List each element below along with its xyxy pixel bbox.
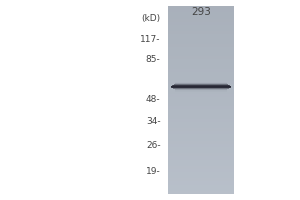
Bar: [168, 169, 234, 172]
Bar: [168, 37, 234, 40]
Bar: [168, 119, 234, 122]
Bar: [174, 84, 228, 85]
Bar: [168, 172, 234, 175]
Bar: [172, 85, 230, 86]
Bar: [168, 128, 234, 131]
Bar: [168, 144, 234, 147]
Bar: [168, 65, 234, 69]
Bar: [168, 191, 234, 194]
Bar: [171, 86, 231, 87]
Bar: [168, 53, 234, 56]
Text: 117-: 117-: [140, 36, 160, 45]
Bar: [168, 87, 234, 91]
Bar: [168, 12, 234, 15]
Bar: [168, 43, 234, 47]
Bar: [168, 103, 234, 106]
Bar: [168, 122, 234, 125]
Bar: [168, 28, 234, 31]
Bar: [168, 78, 234, 81]
Bar: [168, 75, 234, 78]
Bar: [168, 153, 234, 156]
Bar: [168, 162, 234, 166]
Bar: [168, 47, 234, 50]
Bar: [168, 72, 234, 75]
Bar: [168, 18, 234, 22]
Bar: [168, 150, 234, 153]
Bar: [168, 15, 234, 19]
Bar: [174, 84, 228, 85]
Bar: [175, 83, 227, 84]
Text: 48-: 48-: [146, 96, 160, 104]
Bar: [175, 90, 227, 91]
Bar: [168, 21, 234, 25]
Bar: [176, 91, 226, 92]
Bar: [168, 34, 234, 37]
Bar: [168, 166, 234, 169]
Bar: [168, 9, 234, 12]
Bar: [168, 109, 234, 113]
Text: (kD): (kD): [141, 14, 160, 22]
Bar: [171, 86, 231, 87]
Bar: [168, 81, 234, 84]
Bar: [168, 184, 234, 188]
Bar: [168, 141, 234, 144]
Bar: [168, 94, 234, 97]
Bar: [168, 59, 234, 62]
Bar: [175, 83, 227, 84]
Text: 26-: 26-: [146, 142, 160, 150]
Bar: [168, 147, 234, 150]
Bar: [168, 100, 234, 103]
Bar: [168, 112, 234, 116]
Bar: [168, 181, 234, 185]
Text: 34-: 34-: [146, 117, 160, 127]
Bar: [168, 62, 234, 66]
Bar: [172, 87, 230, 88]
Bar: [168, 106, 234, 109]
Bar: [168, 159, 234, 163]
Bar: [176, 82, 226, 83]
Bar: [168, 115, 234, 119]
Bar: [168, 175, 234, 178]
Bar: [168, 178, 234, 181]
Bar: [168, 134, 234, 138]
Bar: [168, 188, 234, 191]
Bar: [168, 125, 234, 128]
Bar: [168, 6, 234, 9]
Text: 85-: 85-: [146, 55, 160, 64]
Bar: [168, 68, 234, 72]
Bar: [168, 40, 234, 44]
Bar: [168, 84, 234, 87]
Bar: [168, 50, 234, 53]
Bar: [173, 88, 229, 89]
Bar: [168, 137, 234, 141]
Bar: [168, 156, 234, 160]
Bar: [168, 131, 234, 134]
Bar: [168, 90, 234, 94]
Bar: [168, 56, 234, 59]
Bar: [175, 89, 227, 90]
Bar: [176, 91, 226, 92]
Bar: [168, 31, 234, 34]
Bar: [168, 97, 234, 100]
Text: 19-: 19-: [146, 168, 160, 176]
Text: 293: 293: [191, 7, 211, 17]
Bar: [168, 25, 234, 28]
Bar: [172, 87, 230, 88]
Bar: [172, 85, 230, 86]
